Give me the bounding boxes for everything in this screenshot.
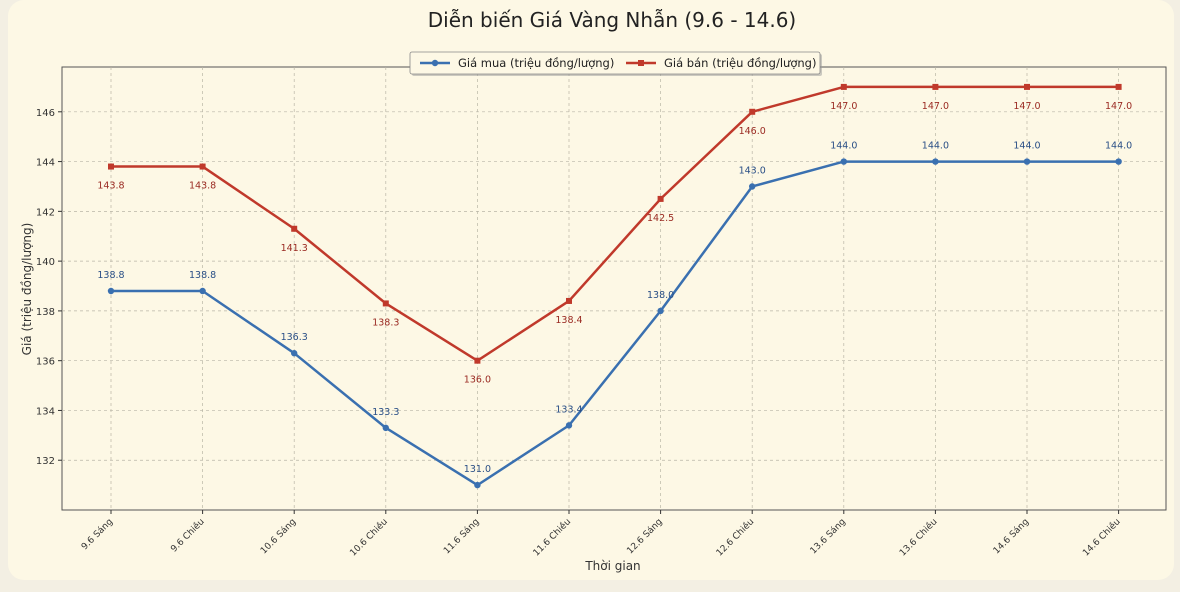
y-tick-label: 140	[36, 257, 55, 268]
data-label: 147.0	[1013, 101, 1040, 112]
data-label: 138.0	[647, 290, 674, 301]
data-label: 131.0	[464, 464, 491, 475]
data-point-circle	[474, 481, 481, 489]
data-label: 136.0	[464, 375, 491, 386]
x-tick-label: 13.6 Sáng	[809, 517, 848, 556]
data-label: 133.4	[555, 404, 582, 415]
data-point-circle	[932, 158, 939, 165]
y-axis-ticks: 132 134 136 138 140 142 144 146	[36, 108, 62, 467]
data-point-circle	[749, 183, 756, 190]
y-tick-label: 142	[36, 207, 55, 218]
data-point-square	[1115, 83, 1122, 90]
legend: Giá mua (triệu đồng/lượng) Giá bán (triệu…	[409, 51, 822, 76]
legend-label: Giá mua (triệu đồng/lượng)	[458, 56, 614, 70]
data-label: 138.3	[372, 317, 399, 328]
data-label: 143.0	[739, 165, 766, 176]
data-label: 142.5	[647, 213, 674, 224]
series-line	[111, 85, 1119, 362]
data-label: 147.0	[1105, 101, 1132, 112]
y-tick-label: 134	[36, 406, 55, 417]
series-group: 138.8 138.8 136.3 133.3 131.0 133.4 138.0 143.0…	[97, 83, 1132, 489]
data-label: 147.0	[922, 101, 949, 112]
x-tick-label: 10.6 Sáng	[259, 517, 298, 556]
data-point-square	[108, 163, 114, 170]
data-label: 138.8	[97, 270, 124, 281]
data-point-square	[749, 108, 756, 115]
y-tick-label: 136	[36, 357, 55, 368]
data-point-square	[566, 297, 572, 304]
data-label: 146.0	[739, 126, 766, 137]
plot-area	[61, 66, 1167, 511]
series-gia-mua: 138.8 138.8 136.3 133.3 131.0 133.4 138.0 143.0…	[97, 141, 1132, 489]
legend-label: Giá bán (triệu đồng/lượng)	[664, 56, 816, 70]
series-gia-ban: 143.8 143.8 141.3 138.3 136.0 138.4 142.5 146.0…	[97, 83, 1132, 386]
data-label: 144.0	[830, 141, 857, 152]
data-label: 138.8	[189, 270, 216, 281]
data-point-circle	[199, 287, 206, 295]
x-tick-label: 9.6 Sáng	[80, 517, 115, 552]
data-point-square	[291, 225, 298, 232]
x-axis-ticks: 9.6 Sáng 9.6 Chiều 10.6 Sáng 10.6 Chiều 11.6…	[80, 510, 1123, 559]
legend-box	[409, 51, 821, 75]
data-label: 143.8	[189, 181, 216, 192]
data-point-circle	[1115, 158, 1122, 165]
x-tick-label: 11.6 Sáng	[442, 517, 481, 556]
y-tick-label: 146	[36, 108, 55, 119]
x-tick-label: 10.6 Chiều	[348, 516, 390, 558]
data-label: 144.0	[1105, 141, 1132, 152]
legend-marker-square	[638, 60, 644, 66]
data-point-circle	[840, 158, 847, 165]
y-tick-label: 138	[36, 307, 55, 318]
x-tick-label: 9.6 Chiều	[169, 516, 207, 554]
x-tick-label: 12.6 Chiều	[714, 516, 756, 558]
grid-lines	[62, 67, 1166, 510]
chart-title: Diễn biến Giá Vàng Nhẫn (9.6 - 14.6)	[428, 8, 796, 32]
data-point-square	[657, 195, 664, 202]
data-point-square	[1024, 83, 1030, 90]
data-point-square	[474, 357, 481, 364]
data-point-square	[932, 83, 939, 90]
series-line	[111, 160, 1119, 487]
x-tick-label: 12.6 Sáng	[625, 517, 664, 556]
data-label: 144.0	[922, 141, 949, 152]
data-point-circle	[565, 422, 573, 429]
data-point-square	[199, 163, 206, 170]
data-point-circle	[291, 350, 298, 357]
data-label: 141.3	[281, 243, 308, 254]
legend-marker-circle	[431, 59, 439, 67]
data-label: 144.0	[1013, 141, 1040, 152]
data-point-circle	[657, 307, 664, 315]
x-tick-label: 14.6 Sáng	[992, 517, 1031, 556]
y-axis-label: Giá (triệu đồng/lượng)	[20, 223, 34, 356]
x-tick-label: 14.6 Chiều	[1081, 516, 1123, 558]
data-label: 138.4	[555, 315, 582, 326]
y-tick-label: 144	[36, 158, 55, 169]
data-point-circle	[1023, 158, 1031, 165]
data-point-square	[382, 300, 389, 307]
data-label: 133.3	[372, 407, 399, 418]
data-point-circle	[382, 424, 389, 432]
data-label: 147.0	[830, 101, 857, 112]
data-label: 136.3	[281, 332, 308, 343]
data-label: 143.8	[97, 181, 124, 192]
data-point-square	[840, 83, 847, 90]
x-tick-label: 11.6 Chiều	[531, 516, 573, 558]
data-point-circle	[107, 287, 115, 295]
y-tick-label: 132	[36, 456, 55, 467]
x-axis-label: Thời gian	[584, 559, 640, 573]
x-tick-label: 13.6 Chiều	[897, 516, 939, 558]
